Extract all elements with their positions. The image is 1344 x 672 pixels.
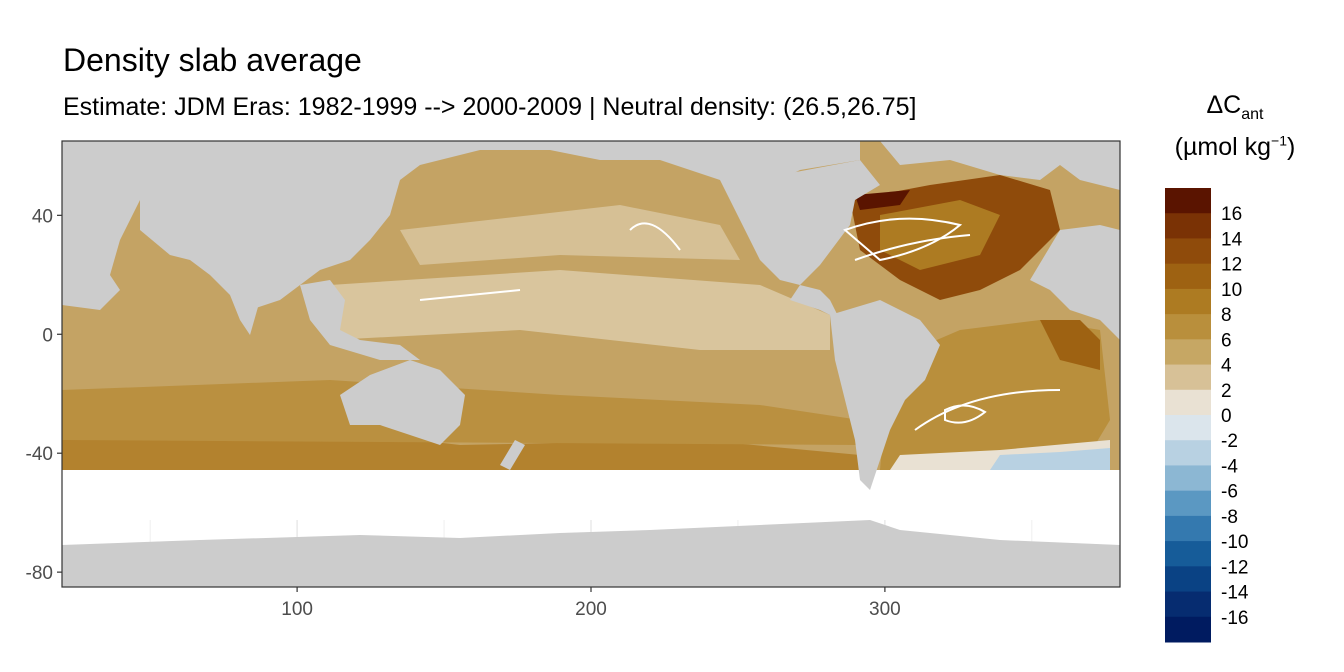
pacific-light-band-north: [400, 205, 740, 265]
y-tick-label: 0: [42, 325, 53, 346]
legend-swatch: [1165, 213, 1211, 239]
southern-empty-band: [62, 470, 1120, 520]
legend-swatch: [1165, 415, 1211, 441]
south-atlantic-dark: [1040, 320, 1100, 370]
map-panel: [62, 141, 1120, 587]
y-tick-label: -40: [26, 444, 53, 465]
legend-title-unit: (µmol kg−1): [1174, 132, 1296, 161]
legend-title-symbol: ΔCant: [1206, 91, 1264, 123]
x-tick-label: 300: [869, 599, 901, 620]
x-tick-label: 100: [281, 599, 313, 620]
y-tick-label: 40: [32, 206, 53, 227]
south-atlantic-blue: [990, 448, 1110, 470]
ocean-contours: [419, 217, 1061, 431]
legend-swatch: [1165, 389, 1211, 416]
legend-swatch: [1165, 566, 1211, 593]
legend-swatch: [1165, 314, 1211, 340]
land-north-america: [720, 160, 880, 320]
land-greenland: [880, 141, 1120, 190]
contour-south-atlantic-2: [914, 389, 1061, 431]
south-atlantic: [880, 320, 1110, 470]
legend-level-label: -6: [1221, 482, 1238, 503]
legend-swatch: [1165, 465, 1211, 492]
contour-north-atlantic: [843, 217, 963, 262]
legend-level-label: -12: [1221, 557, 1248, 578]
legend-level-label: 12: [1221, 255, 1242, 276]
legend-level-label: 8: [1221, 305, 1232, 326]
legend-level-label: 6: [1221, 330, 1232, 351]
legend-swatch: [1165, 188, 1211, 214]
land-australia: [340, 360, 465, 445]
legend-swatch: [1165, 616, 1211, 643]
y-tick-label: -80: [26, 563, 53, 584]
north-atlantic-darkest: [855, 190, 910, 210]
legend-title: ΔCant (µmol kg−1): [1160, 86, 1310, 167]
legend-swatch: [1165, 440, 1211, 466]
legend-level-label: 2: [1221, 381, 1232, 402]
land-se-asia: [300, 280, 420, 360]
contour-pacific-1: [419, 289, 521, 301]
legend-level-label: -4: [1221, 456, 1238, 477]
chart-title: Density slab average: [63, 42, 362, 78]
legend-level-label: 10: [1221, 280, 1242, 301]
legend-swatch: [1165, 515, 1211, 542]
land-antarctica: [62, 520, 1120, 587]
contour-north-atlantic-2: [854, 234, 971, 261]
legend-swatch: [1165, 541, 1211, 567]
legend-level-label: -10: [1221, 532, 1248, 553]
legend-level-label: 14: [1221, 229, 1243, 250]
legend-colorbar: [1165, 188, 1211, 643]
legend-level-label: -8: [1221, 507, 1238, 528]
land-south-america: [830, 300, 940, 490]
chart-subtitle: Estimate: JDM Eras: 1982-1999 --> 2000-2…: [63, 93, 917, 121]
legend-swatch: [1165, 490, 1211, 517]
y-axis: 40 0 -40 -80: [26, 206, 62, 584]
land-india: [230, 295, 260, 335]
legend-swatch: [1165, 238, 1211, 265]
x-axis: 100 200 300: [281, 587, 901, 620]
land-africa-east: [1030, 225, 1120, 340]
land-eurasia: [62, 141, 420, 310]
land-new-zealand: [500, 440, 525, 470]
land-africa-west: [62, 141, 140, 310]
legend-level-label: -16: [1221, 608, 1248, 629]
legend-swatch: [1165, 288, 1211, 315]
legend-level-label: 0: [1221, 406, 1232, 427]
legend-level-label: 4: [1221, 356, 1232, 377]
legend-level-label: -2: [1221, 431, 1238, 452]
legend-level-label: 16: [1221, 204, 1242, 225]
legend-labels: 16 14 12 10 8 6 4 2 0 -2 -4 -6 -8 -10 -12 -14 -16: [1221, 204, 1249, 629]
legend-swatch: [1165, 364, 1211, 391]
legend-swatch: [1165, 263, 1211, 290]
x-tick-label: 200: [575, 599, 607, 620]
legend-swatch: [1165, 339, 1211, 366]
legend-level-label: -14: [1221, 583, 1249, 604]
pacific-light-band: [330, 270, 830, 350]
land-masses: [62, 141, 1120, 587]
legend-swatch: [1165, 591, 1211, 618]
contour-pacific-2: [629, 222, 681, 251]
